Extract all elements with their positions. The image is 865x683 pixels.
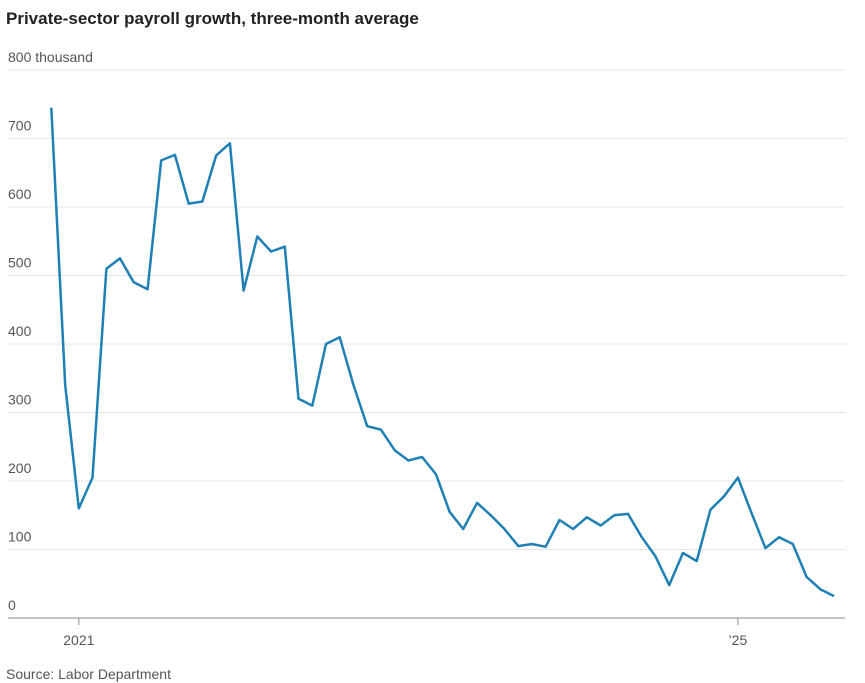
x-tick-label: 2021 (63, 632, 94, 648)
data-line (50, 107, 835, 598)
y-tick-label: 0 (8, 597, 16, 613)
y-tick-label: 800 thousand (8, 49, 93, 65)
y-tick-label: 400 (8, 323, 32, 339)
chart-title: Private-sector payroll growth, three-mon… (6, 9, 419, 28)
y-tick-label: 200 (8, 460, 32, 476)
y-tick-label: 700 (8, 118, 32, 134)
x-tick-label: ’25 (729, 632, 748, 648)
y-tick-label: 100 (8, 529, 32, 545)
source-note: Source: Labor Department (6, 666, 171, 682)
y-tick-label: 300 (8, 392, 32, 408)
y-tick-label: 600 (8, 186, 32, 202)
y-tick-label: 500 (8, 255, 32, 271)
